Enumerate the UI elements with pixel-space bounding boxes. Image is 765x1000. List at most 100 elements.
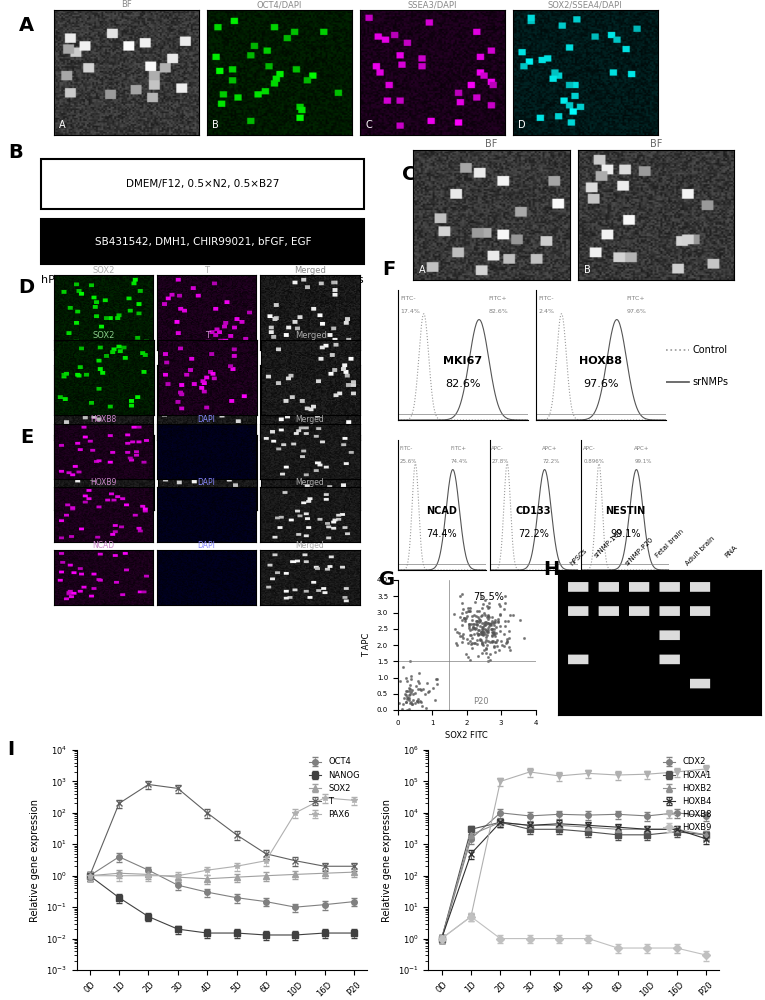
Point — [404, 686, 416, 702]
Point — [486, 624, 498, 640]
Point — [412, 691, 425, 707]
Point — [461, 649, 474, 665]
Point — [493, 611, 505, 627]
Point — [467, 619, 479, 635]
Point — [407, 692, 419, 708]
Point — [460, 646, 472, 662]
Point — [473, 614, 485, 630]
Point — [482, 615, 494, 631]
Point — [473, 622, 485, 638]
Point — [487, 613, 499, 629]
Text: A: A — [419, 265, 426, 275]
Point — [470, 613, 483, 629]
Point — [409, 695, 422, 711]
Point — [477, 621, 489, 637]
Point — [475, 632, 487, 648]
Point — [466, 608, 478, 624]
Point — [470, 625, 483, 641]
Point — [413, 675, 425, 691]
Point — [472, 627, 484, 643]
Point — [465, 616, 477, 632]
Text: DMEM/F12, 0.5×N2, 0.5×B27: DMEM/F12, 0.5×N2, 0.5×B27 — [126, 179, 279, 189]
Point — [457, 630, 469, 646]
Point — [403, 695, 415, 711]
Point — [476, 626, 488, 642]
Point — [482, 653, 494, 669]
Title: SOX2: SOX2 — [92, 266, 115, 275]
Point — [470, 613, 483, 629]
Point — [480, 616, 492, 632]
Point — [483, 618, 496, 634]
Title: Merged: Merged — [295, 415, 324, 424]
Text: G: G — [379, 570, 395, 589]
Point — [405, 671, 417, 687]
Title: MKI67: MKI67 — [194, 356, 220, 365]
Title: Merged: Merged — [295, 478, 324, 487]
Point — [514, 612, 526, 628]
Point — [479, 621, 491, 637]
Point — [403, 680, 415, 696]
Point — [474, 618, 487, 634]
Point — [480, 632, 493, 648]
Point — [412, 665, 425, 681]
Point — [396, 701, 408, 717]
Point — [504, 642, 516, 658]
Point — [477, 626, 490, 642]
Point — [480, 645, 493, 661]
Text: FITC+: FITC+ — [627, 296, 645, 301]
Text: Control: Control — [692, 345, 728, 355]
Point — [477, 607, 489, 623]
Text: FITC+: FITC+ — [489, 296, 507, 301]
Title: MKI67: MKI67 — [194, 426, 220, 435]
Point — [476, 600, 488, 616]
Y-axis label: Relative gene expression: Relative gene expression — [31, 798, 41, 922]
Point — [479, 617, 491, 633]
Text: FITC-: FITC- — [538, 296, 554, 301]
Point — [401, 689, 413, 705]
Point — [502, 613, 514, 629]
Text: CD133: CD133 — [516, 506, 552, 516]
Point — [478, 624, 490, 640]
Point — [475, 624, 487, 640]
Point — [429, 692, 441, 708]
Text: C: C — [366, 120, 372, 130]
Point — [458, 613, 470, 629]
Point — [469, 594, 481, 610]
Point — [405, 668, 417, 684]
Point — [487, 639, 500, 655]
Point — [483, 599, 495, 615]
Point — [389, 681, 402, 697]
Point — [416, 698, 428, 714]
Title: OCT4/DAPI: OCT4/DAPI — [256, 0, 302, 9]
Point — [461, 608, 474, 624]
Point — [409, 685, 421, 701]
Point — [487, 638, 500, 654]
Point — [402, 690, 415, 706]
Text: 72.2%: 72.2% — [542, 459, 560, 464]
Point — [464, 622, 476, 638]
Text: HOXB8: HOXB8 — [579, 357, 622, 366]
Point — [500, 634, 513, 650]
Point — [488, 626, 500, 642]
Point — [479, 634, 491, 650]
Point — [480, 609, 493, 625]
Point — [466, 635, 478, 651]
Point — [481, 611, 493, 627]
Point — [450, 635, 462, 651]
Text: C: C — [402, 165, 416, 184]
Point — [401, 683, 413, 699]
Point — [498, 601, 510, 617]
Point — [482, 608, 494, 624]
Point — [477, 627, 489, 643]
Point — [464, 600, 477, 616]
Point — [498, 626, 510, 642]
Title: MERGED: MERGED — [292, 426, 329, 435]
Point — [495, 633, 507, 649]
Text: A: A — [19, 16, 34, 35]
Point — [503, 630, 516, 646]
Bar — [41, 159, 364, 209]
Point — [393, 695, 405, 711]
Text: srNMPs: srNMPs — [692, 377, 728, 387]
Point — [484, 621, 496, 637]
Point — [487, 633, 499, 649]
